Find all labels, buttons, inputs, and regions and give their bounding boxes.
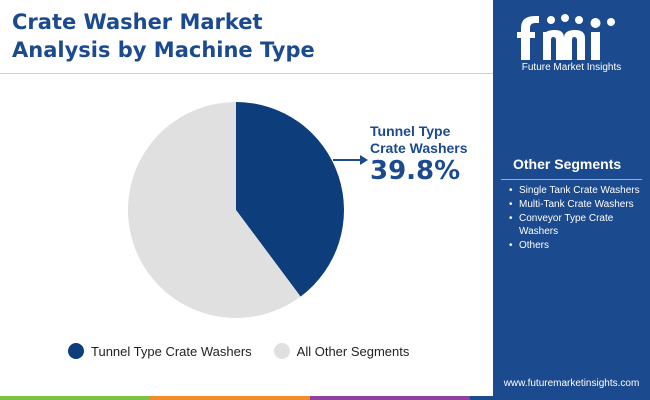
legend-label-other: All Other Segments: [296, 343, 410, 359]
legend-swatch-other: [273, 343, 290, 359]
chart-title: Crate Washer Market Analysis by Machine …: [12, 8, 482, 64]
callout-label-line-2: Crate Washers: [370, 140, 468, 156]
legend-swatch-primary: [68, 343, 84, 359]
callout-label: Tunnel Type Crate Washers: [370, 123, 500, 157]
segment-item: Single Tank Crate Washers: [507, 184, 647, 197]
segments-list: Single Tank Crate Washers Multi-Tank Cra…: [507, 184, 647, 253]
legend-item-other: All Other Segments: [273, 343, 410, 359]
legend-label-primary: Tunnel Type Crate Washers: [91, 343, 252, 359]
bottom-bar-segment: [310, 396, 470, 400]
segments-title: Other Segments: [513, 156, 622, 172]
callout-label-line-1: Tunnel Type: [370, 123, 451, 139]
callout-value: 39.8%: [370, 156, 461, 186]
fmi-logo: Future Market Insights: [493, 4, 650, 73]
legend-item-primary: Tunnel Type Crate Washers: [68, 343, 252, 359]
bottom-bar-segment: [150, 396, 310, 400]
sidebar-panel: Future Market Insights Other Segments Si…: [493, 0, 650, 400]
pie-slice-other-segments: [127, 102, 301, 318]
website-link[interactable]: www.futuremarketinsights.com: [503, 378, 640, 389]
callout-arrow-head: [360, 155, 368, 165]
logo-text: Future Market Insights: [521, 62, 622, 73]
fmi-logo-icon: [517, 14, 615, 60]
pie-slice-tunnel-type: [236, 102, 344, 297]
chart-legend: Tunnel Type Crate Washers All Other Segm…: [68, 343, 431, 359]
segments-divider: [501, 179, 642, 180]
pie-chart: [127, 102, 368, 318]
bottom-bar-segment: [0, 396, 150, 400]
title-divider: [0, 73, 493, 74]
bottom-color-bar: [0, 396, 650, 400]
segment-item: Conveyor Type Crate Washers: [507, 212, 647, 238]
title-line-1: Crate Washer Market: [12, 10, 263, 34]
title-line-2: Analysis by Machine Type: [12, 38, 315, 62]
segment-item: Multi-Tank Crate Washers: [507, 198, 647, 211]
bottom-bar-segment: [470, 396, 650, 400]
segment-item: Others: [507, 239, 647, 252]
